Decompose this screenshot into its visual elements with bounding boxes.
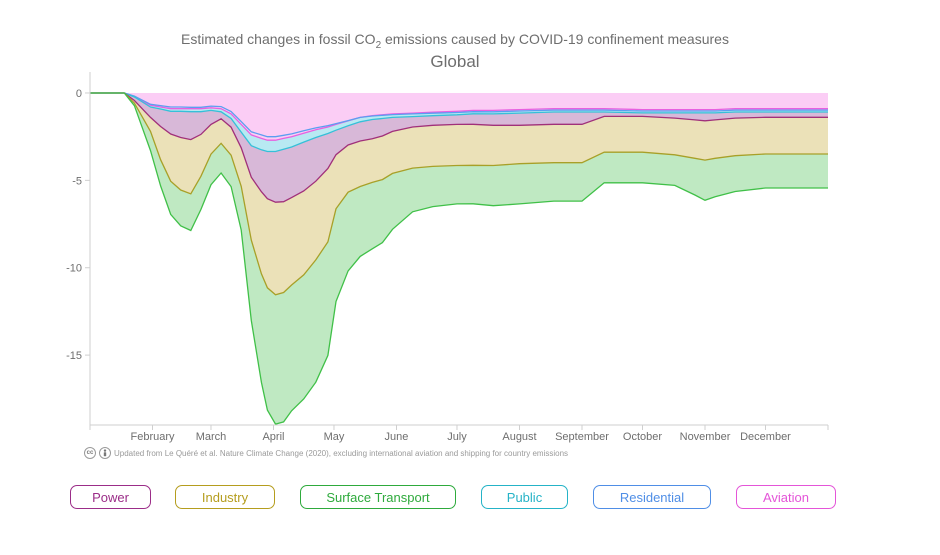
x-tick-label: July <box>447 431 467 443</box>
x-tick-label: May <box>324 431 345 443</box>
x-tick-layer: February March April May June July August Septe… <box>89 425 829 443</box>
footnote-text: Updated from Le Quéré et al. Nature Clim… <box>114 448 569 458</box>
line-aviation <box>90 92 828 141</box>
x-tick-label: September <box>555 431 609 443</box>
y-tick-label: -15 <box>66 350 82 362</box>
area-layer <box>90 92 828 425</box>
line-surface-transport <box>90 92 828 425</box>
emissions-chart: Estimated changes in fossil CO2 emission… <box>66 31 829 443</box>
x-tick-label: February <box>130 431 175 443</box>
x-tick-label: March <box>196 431 227 443</box>
x-tick-label: June <box>385 431 409 443</box>
x-tick-label: November <box>680 431 731 443</box>
y-tick-label: -5 <box>72 175 82 187</box>
legend-button-public[interactable]: Public <box>481 485 568 509</box>
by-icon <box>99 447 111 459</box>
chart-title-suffix: emissions caused by COVID-19 confinement… <box>381 31 729 47</box>
y-tick-label: -10 <box>66 263 82 275</box>
chart-subtitle: Global <box>430 52 479 71</box>
line-industry <box>90 92 828 296</box>
y-tick-label: 0 <box>76 88 82 100</box>
chart-title-subscript: 2 <box>376 40 382 51</box>
area-surface-transport <box>90 93 828 425</box>
x-tick-label: April <box>262 431 284 443</box>
line-public <box>90 92 828 153</box>
chart-title-prefix: Estimated changes in fossil CO <box>181 31 376 47</box>
legend-button-aviation[interactable]: Aviation <box>736 485 836 509</box>
x-tick-label: December <box>740 431 791 443</box>
legend-button-residential[interactable]: Residential <box>593 485 711 509</box>
source-footnote: cc Updated from Le Quéré et al. Nature C… <box>84 445 568 461</box>
area-power <box>90 93 828 203</box>
line-power <box>90 92 828 203</box>
x-tick-label: August <box>502 431 536 443</box>
x-tick-label: October <box>623 431 662 443</box>
series-legend: Power Industry Surface Transport Public … <box>0 485 940 511</box>
area-aviation <box>90 93 828 141</box>
legend-button-power[interactable]: Power <box>70 485 151 509</box>
legend-button-industry[interactable]: Industry <box>175 485 275 509</box>
line-residential <box>90 92 828 138</box>
cc-icon: cc <box>84 447 96 459</box>
chart-title: Estimated changes in fossil CO2 emission… <box>181 31 729 51</box>
y-tick-layer: 0 -5 -10 -15 <box>66 88 90 362</box>
legend-button-surface-transport[interactable]: Surface Transport <box>300 485 456 509</box>
area-industry <box>90 93 828 295</box>
